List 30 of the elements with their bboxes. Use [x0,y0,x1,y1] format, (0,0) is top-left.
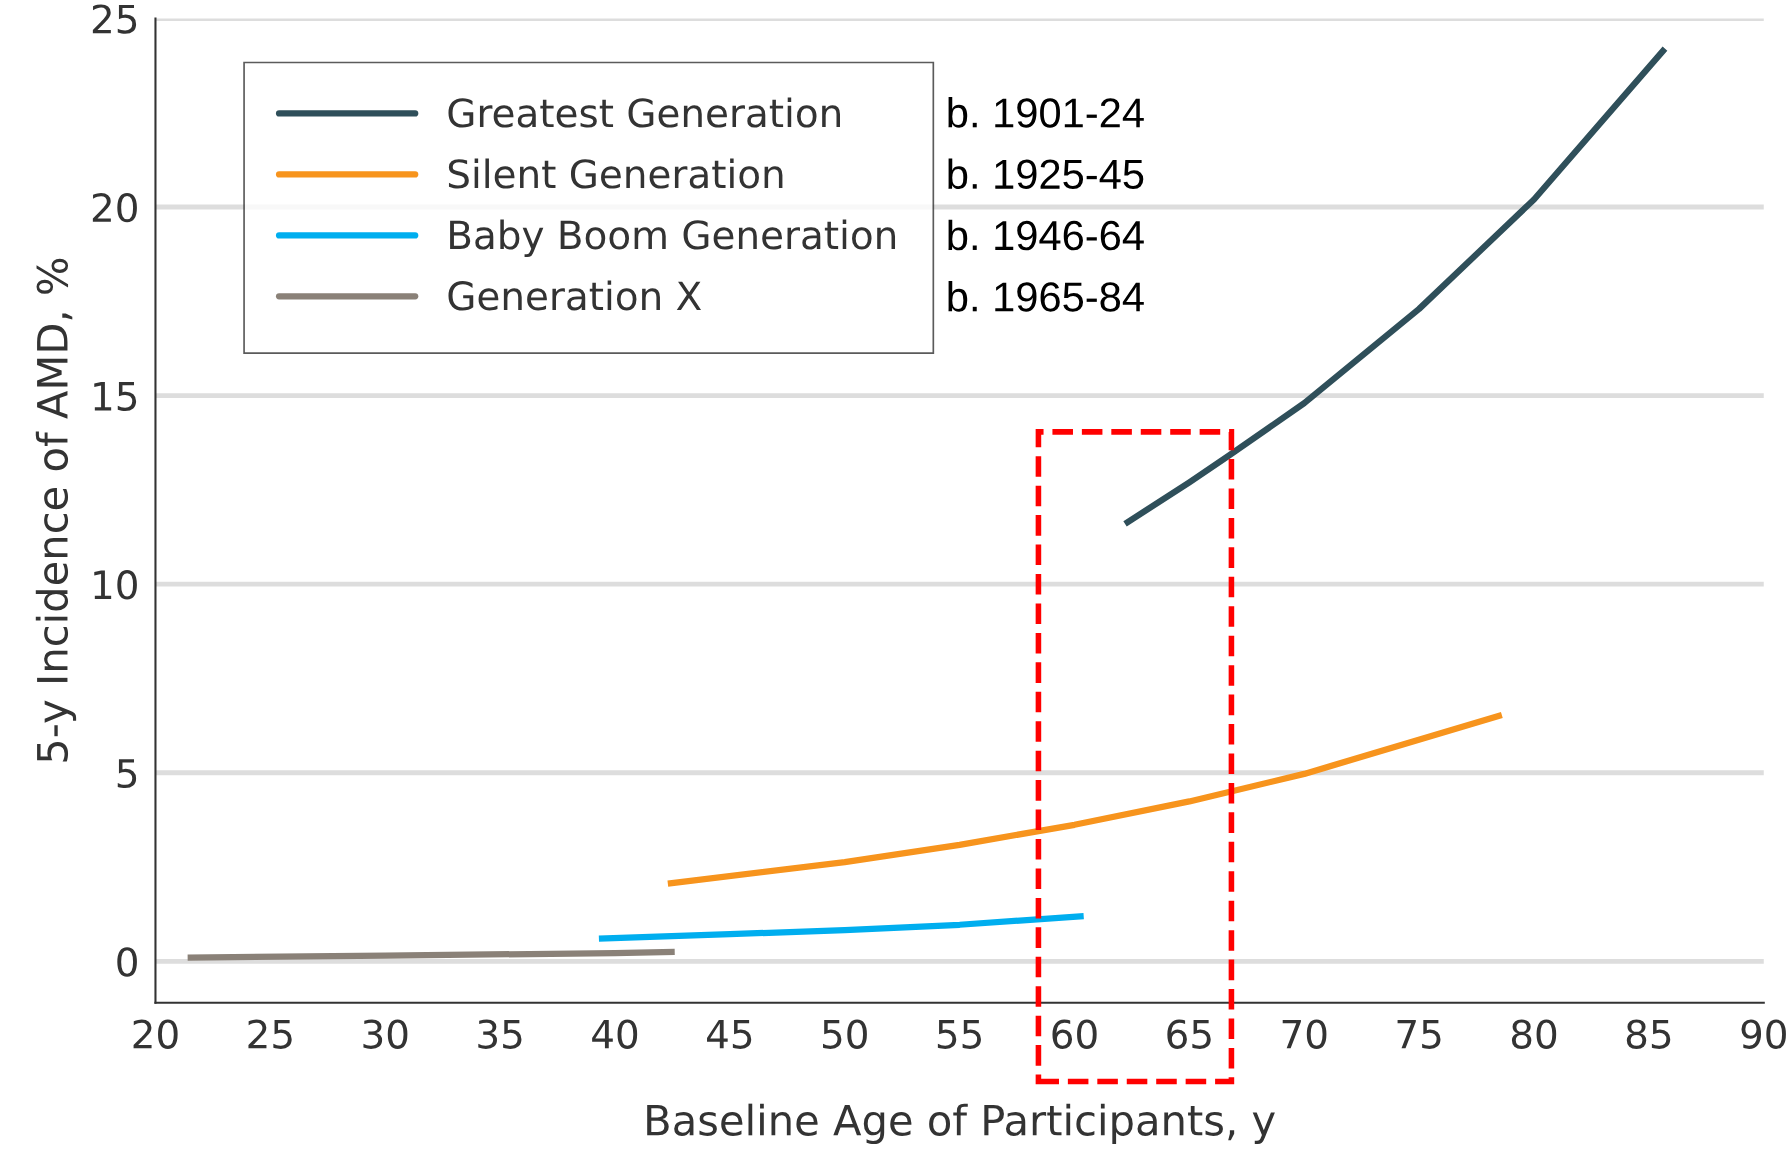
x-tick-label: 40 [592,1019,638,1049]
y-tick-label: 25 [92,4,137,34]
y-axis-title: 5-y Incidence of AMD, % [35,258,77,762]
x-tick-label: 85 [1626,1019,1671,1049]
y-tick-label: 20 [92,192,137,223]
annotation: b. 1925-45 [948,158,1144,190]
x-axis-title: Baseline Age of Participants, y [647,1103,1275,1144]
x-tick-label: 90 [1741,1019,1786,1049]
y-tick-label: 5 [117,759,137,789]
annotation: b. 1901-24 [948,97,1144,128]
annotation: b. 1965-84 [948,281,1144,312]
x-tick-label: 50 [823,1019,867,1049]
x-tick-label: 60 [1052,1019,1097,1049]
x-tick-label: 30 [363,1019,408,1049]
y-tick-label: 0 [117,947,137,977]
x-tick-label: 45 [707,1020,752,1049]
y-tick-label: 10 [94,570,137,600]
legend-label: Baby Boom Generation [450,219,896,258]
x-tick-label: 35 [478,1019,522,1049]
x-tick-label: 70 [1282,1019,1327,1049]
x-tick-label: 55 [937,1020,981,1049]
x-tick-label: 65 [1167,1019,1211,1049]
legend-label: Greatest Generation [448,97,840,128]
y-tick-label: 15 [94,382,137,411]
legend-label: Silent Generation [448,158,783,189]
legend-label: Generation X [448,280,702,311]
annotation: b. 1946-64 [948,219,1144,251]
x-tick-label: 80 [1511,1019,1557,1049]
x-tick-label: 25 [248,1019,292,1049]
x-tick-label: 75 [1397,1020,1441,1049]
